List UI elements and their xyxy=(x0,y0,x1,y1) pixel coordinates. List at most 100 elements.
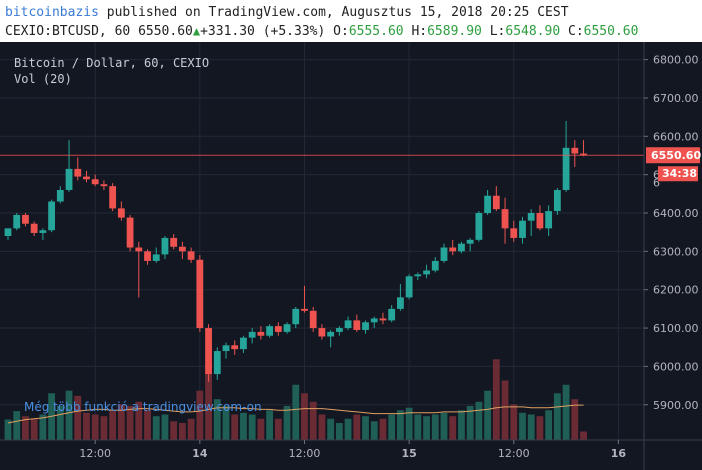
volume-bar xyxy=(222,406,230,440)
time-tick-label: 12:00 xyxy=(289,447,321,460)
candle-body xyxy=(152,254,160,261)
candle-body xyxy=(179,246,186,252)
candle-body xyxy=(519,220,526,238)
close-label: C: xyxy=(568,24,584,39)
quote-line: CEXIO:BTCUSD, 60 6550.60▲+331.30 (+5.33%… xyxy=(5,24,638,39)
volume-bar xyxy=(292,384,300,440)
last-price-badge-label: 6550.60 xyxy=(651,149,701,162)
volume-bar xyxy=(248,414,256,440)
volume-bar xyxy=(553,393,561,440)
candle-body xyxy=(344,320,352,329)
volume-bar xyxy=(196,390,204,440)
candle-body xyxy=(283,324,291,332)
volume-bar xyxy=(257,418,265,440)
volume-bar xyxy=(91,414,99,440)
volume-bar xyxy=(423,416,430,440)
candle-body xyxy=(83,176,90,180)
volume-bar xyxy=(266,410,273,440)
low-label: L: xyxy=(489,24,506,39)
promo-link[interactable]: Még több funkció a tradingview.com-on xyxy=(24,400,262,414)
candle-body xyxy=(458,243,465,252)
symbol-label: CEXIO:BTCUSD, 60 xyxy=(5,24,131,39)
volume-bar xyxy=(309,401,317,440)
volume-bar xyxy=(205,372,212,440)
volume-bar xyxy=(501,380,509,440)
price-tick-label: 6200.00 xyxy=(653,284,699,297)
candle-body xyxy=(248,331,256,338)
candle-body xyxy=(309,310,317,329)
candle-body xyxy=(327,331,335,337)
volume-bar xyxy=(458,410,465,440)
last-price-badge xyxy=(646,147,700,164)
volume-bar xyxy=(571,399,579,440)
price-tick-label: 6000.00 xyxy=(653,360,699,373)
volume-bar xyxy=(545,410,553,440)
change-label: +331.30 (+5.33%) xyxy=(200,24,326,39)
volume-legend: Vol (20) xyxy=(14,72,72,86)
candle-body xyxy=(510,228,518,238)
candle-body xyxy=(484,195,491,213)
candle-body xyxy=(91,179,99,185)
candle-body xyxy=(135,247,143,252)
low-value: 6548.90 xyxy=(505,24,561,39)
candle-body xyxy=(266,326,273,336)
candle-body xyxy=(301,308,308,311)
candle-body xyxy=(126,217,134,248)
candlestick-chart[interactable]: 5900.00 6000.00 6100.00 6200.00 6300.00 6400.… xyxy=(0,42,702,470)
volume-bar xyxy=(144,410,151,440)
candle-body xyxy=(56,189,64,202)
candle-body xyxy=(274,326,282,332)
time-tick-label: 16 xyxy=(611,447,627,460)
volume-bar xyxy=(353,414,361,440)
candle-body xyxy=(405,276,413,298)
candle-body xyxy=(109,186,117,209)
candle-body xyxy=(501,209,509,229)
volume-bar xyxy=(466,406,474,440)
volume-bar xyxy=(475,401,483,440)
price-tick-label: 6600.00 xyxy=(653,130,699,143)
volume-bar xyxy=(231,414,239,440)
volume-bar xyxy=(519,412,526,440)
volume-bar xyxy=(414,414,422,440)
candle-body xyxy=(213,351,221,375)
countdown-label: 34:38 xyxy=(662,167,697,180)
candle-body xyxy=(580,153,587,156)
volume-bar xyxy=(510,404,518,440)
volume-bar xyxy=(126,406,134,440)
candle-body xyxy=(440,247,448,261)
candle-body xyxy=(562,147,570,190)
volume-bar xyxy=(431,414,439,440)
volume-bar xyxy=(65,390,73,440)
publish-line: bitcoinbazis published on TradingView.co… xyxy=(5,5,569,20)
candle-body xyxy=(170,237,178,247)
candle-body xyxy=(318,328,326,337)
open-value: 6555.60 xyxy=(348,24,404,39)
candle-body xyxy=(257,331,265,336)
candle-body xyxy=(353,320,361,330)
price-tick-label: 6800.00 xyxy=(653,54,699,67)
candle-body xyxy=(536,213,544,229)
chart-area[interactable]: 5900.00 6000.00 6100.00 6200.00 6300.00 6400.… xyxy=(0,42,702,470)
author-link[interactable]: bitcoinbazis xyxy=(5,5,99,20)
candle-body xyxy=(4,228,12,237)
volume-bar xyxy=(484,390,491,440)
volume-bar xyxy=(327,418,335,440)
price-tick-label: 6100.00 xyxy=(653,322,699,335)
candle-body xyxy=(196,259,204,329)
candle-body xyxy=(240,337,247,350)
volume-bar xyxy=(170,421,178,440)
candle-body xyxy=(117,208,125,218)
candle-body xyxy=(22,214,29,224)
price-tick-label: 5900.00 xyxy=(653,399,699,412)
volume-ma-line xyxy=(7,404,584,424)
candle-body xyxy=(388,308,396,321)
candle-body xyxy=(492,195,500,210)
volume-bar xyxy=(187,418,195,440)
last-price: 6550.60 xyxy=(138,24,193,39)
volume-bar xyxy=(318,414,326,440)
volume-bar xyxy=(449,416,457,440)
volume-bar xyxy=(117,404,125,440)
candle-body xyxy=(335,328,343,332)
volume-bar xyxy=(562,384,570,440)
candle-body xyxy=(65,168,73,190)
